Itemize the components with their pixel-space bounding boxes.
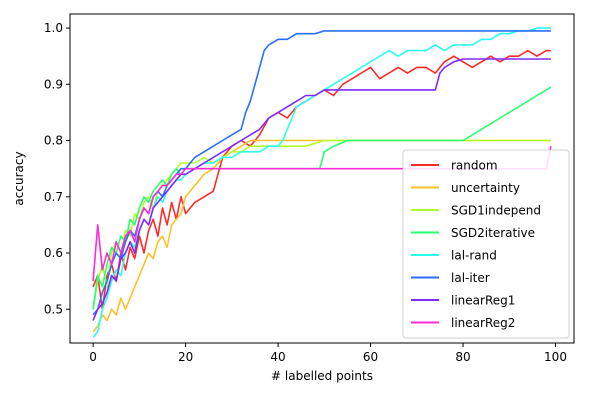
legend: random uncertainty SGD1independ SGD2iterati… [402,149,570,339]
y-tick-label: 0.7 [44,190,63,204]
y-tick-label: 0.6 [44,246,63,260]
y-tick-label: 0.8 [44,134,63,148]
y-tick-label: 1.0 [44,21,63,35]
y-tick-label: 0.9 [44,77,63,91]
series-layer [92,27,552,338]
x-tick-label: 0 [89,350,97,364]
legend-box [402,149,570,339]
legend-label-uncertainty: uncertainty [451,181,520,195]
series-line-linearreg1 [92,58,551,321]
x-tick-label: 40 [270,350,285,364]
legend-label-linearreg1: linearReg1 [451,294,515,308]
x-axis-label: # labelled points [271,369,373,383]
legend-label-sgd1independ: SGD1independ [451,204,541,218]
legend-label-lal-rand: lal-rand [451,249,497,263]
series-line-uncertainty [92,139,551,333]
y-axis-ticks: 0.5 0.6 0.7 0.8 0.9 1.0 [44,21,70,316]
legend-label-linearreg2: linearReg2 [451,316,515,330]
series-line-lal-iter [92,30,551,316]
legend-label-random: random [451,159,498,173]
x-tick-label: 20 [178,350,193,364]
y-tick-label: 0.5 [44,302,63,316]
legend-label-sgd2iterative: SGD2iterative [451,226,535,240]
legend-label-lal-iter: lal-iter [451,271,490,285]
y-axis-label: accuracy [12,151,26,205]
x-axis-ticks: 0 20 40 60 80 100 [89,343,567,364]
plot-frame [69,13,575,344]
series-line-linearreg2 [92,146,552,282]
x-tick-label: 100 [544,350,567,364]
x-tick-label: 60 [363,350,378,364]
x-tick-label: 80 [455,350,470,364]
